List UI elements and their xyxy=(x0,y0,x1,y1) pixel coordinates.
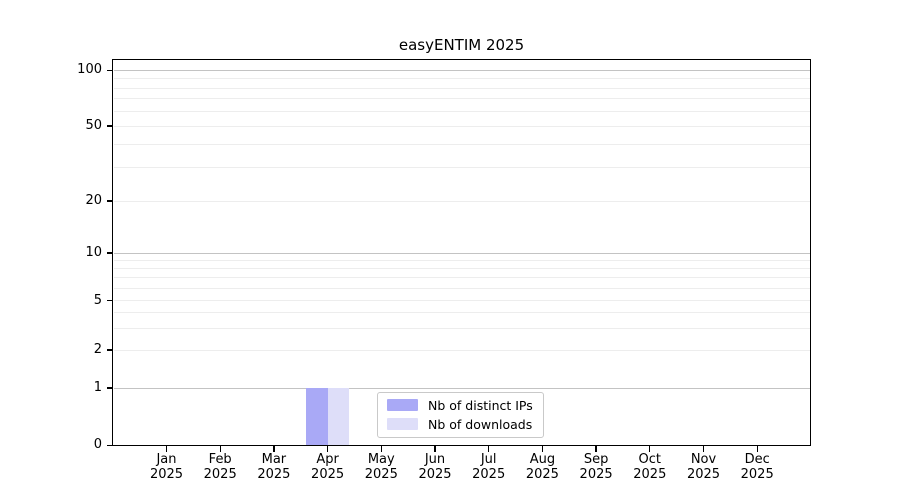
legend-swatch-1 xyxy=(387,418,418,430)
x-axis-tick xyxy=(219,446,221,452)
legend-item: Nb of distinct IPs xyxy=(387,399,535,412)
gridline-minor xyxy=(113,349,810,351)
x-tick-label: Jun 2025 xyxy=(418,452,452,482)
x-tick-label: Sep 2025 xyxy=(579,452,613,482)
y-tick-label: 100 xyxy=(77,62,102,78)
y-axis-tick xyxy=(106,349,113,351)
y-tick-label: 2 xyxy=(93,342,102,357)
y-axis-tick xyxy=(106,125,113,127)
x-tick-label: Mar 2025 xyxy=(257,452,291,482)
gridline-minor xyxy=(113,125,810,127)
gridline-major xyxy=(113,387,810,389)
bar-nb-of-distinct-ips xyxy=(306,388,328,446)
y-axis-tick xyxy=(106,69,113,71)
y-axis-tick xyxy=(106,200,113,202)
gridline-minor xyxy=(113,78,810,80)
x-axis-tick xyxy=(434,446,436,452)
y-tick-label: 50 xyxy=(85,118,102,133)
gridline-minor xyxy=(113,167,810,169)
x-axis-tick xyxy=(541,446,544,452)
x-axis-tick xyxy=(649,446,651,452)
x-axis-tick xyxy=(702,446,705,452)
legend-label-0: Nb of distinct IPs xyxy=(428,397,533,413)
x-tick-label: Feb 2025 xyxy=(203,452,237,482)
gridline-minor xyxy=(113,312,810,314)
legend-swatch-0 xyxy=(387,399,418,411)
x-tick-label: Jul 2025 xyxy=(472,452,506,482)
y-axis-tick xyxy=(106,387,113,389)
y-tick-label: 1 xyxy=(93,380,102,395)
chart-title: easyENTIM 2025 xyxy=(398,36,525,54)
gridline-minor xyxy=(113,300,810,301)
x-tick-label: Aug 2025 xyxy=(525,452,559,482)
x-tick-label: Apr 2025 xyxy=(311,452,345,482)
gridline-minor xyxy=(113,327,810,329)
x-tick-label: Oct 2025 xyxy=(633,452,667,482)
y-tick-label: 20 xyxy=(85,193,102,208)
y-axis-tick xyxy=(106,252,113,254)
x-axis-tick xyxy=(273,446,275,452)
x-axis-tick xyxy=(326,446,329,452)
y-tick-label: 0 xyxy=(93,437,102,453)
gridline-minor xyxy=(113,143,810,145)
x-tick-label: Nov 2025 xyxy=(686,452,721,482)
y-axis-tick xyxy=(106,299,113,302)
gridline-minor xyxy=(113,110,810,112)
gridline-major xyxy=(113,252,810,254)
x-tick-label: Dec 2025 xyxy=(740,452,774,482)
gridline-major xyxy=(113,69,810,71)
x-axis-tick xyxy=(756,446,758,452)
x-axis-tick xyxy=(488,446,490,452)
gridline-minor xyxy=(113,287,810,289)
x-axis-tick xyxy=(165,446,168,452)
y-axis-tick xyxy=(106,444,113,447)
gridline-minor xyxy=(113,200,810,202)
gridline-minor xyxy=(113,267,810,269)
gridline-minor xyxy=(113,98,810,100)
gridline-minor xyxy=(113,87,810,89)
x-axis-tick xyxy=(380,446,382,452)
x-tick-label: Jan 2025 xyxy=(149,452,184,482)
gridline-minor xyxy=(113,276,810,278)
x-axis-tick xyxy=(595,446,597,452)
legend-label-1: Nb of downloads xyxy=(428,416,533,432)
y-tick-label: 10 xyxy=(85,245,102,260)
legend-item: Nb of downloads xyxy=(387,418,535,431)
x-tick-label: May 2025 xyxy=(364,452,398,482)
bar-nb-of-downloads xyxy=(327,388,350,446)
gridline-minor xyxy=(113,259,810,261)
legend: Nb of distinct IPs Nb of downloads xyxy=(377,391,544,438)
y-tick-label: 5 xyxy=(93,292,102,308)
